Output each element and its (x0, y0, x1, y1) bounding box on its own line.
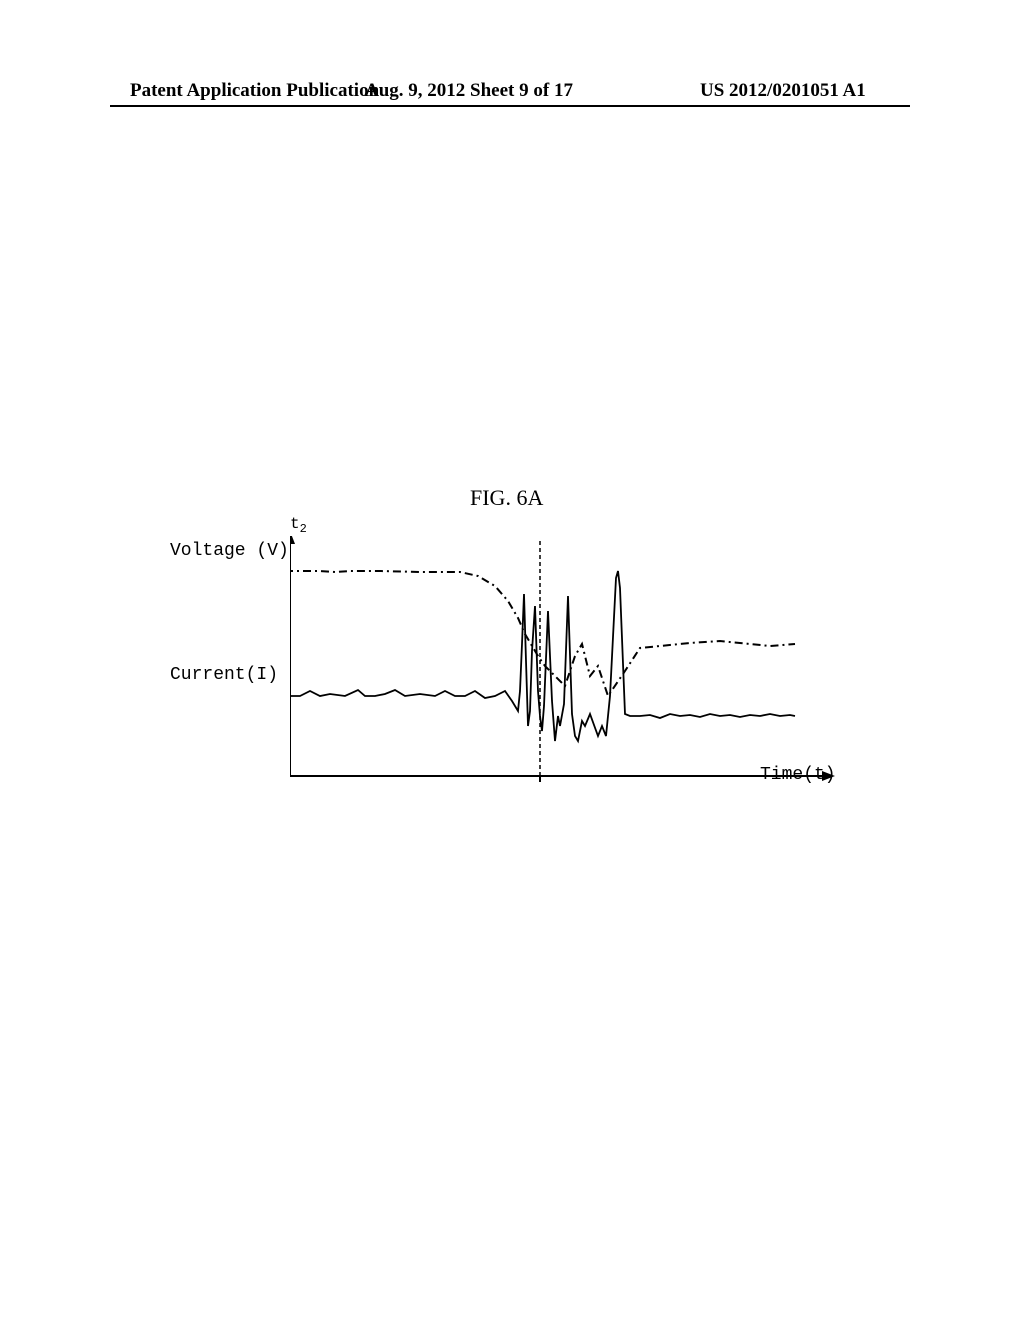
y-axis-label-voltage: Voltage (V) (170, 541, 289, 561)
figure-label: FIG. 6A (470, 485, 543, 511)
header-publication: Patent Application Publication (130, 80, 379, 102)
x-axis-label-time: Time(t) (760, 765, 836, 785)
header-rule (110, 105, 910, 107)
y-axis-arrow-icon (290, 536, 295, 544)
voltage-curve (290, 571, 795, 696)
header-patent-number: US 2012/0201051 A1 (700, 80, 866, 102)
current-curve (290, 571, 795, 741)
y-axis-label-current: Current(I) (170, 665, 278, 685)
voltage-current-chart: Voltage (V) Current(I) Time(t) t2 (290, 515, 850, 795)
header-date-sheet: Aug. 9, 2012 Sheet 9 of 17 (365, 80, 573, 102)
x-axis-tick-t2: t2 (290, 515, 850, 536)
